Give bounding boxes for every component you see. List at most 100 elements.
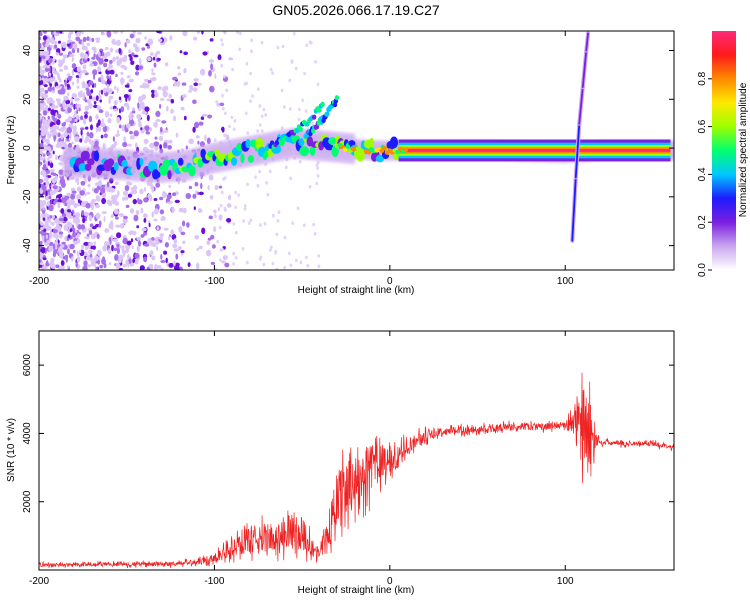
- noise-speckle: [193, 82, 199, 87]
- noise-speckle: [111, 38, 116, 45]
- noise-speckle: [159, 98, 165, 101]
- noise-speckle: [99, 99, 102, 103]
- spectrogram-y-tick-label: -40: [22, 238, 33, 253]
- spectrogram-x-tick-label: -100: [204, 276, 224, 287]
- noise-speckle: [154, 208, 159, 215]
- noise-speckle: [284, 165, 288, 170]
- noise-speckle: [109, 75, 112, 81]
- noise-speckle: [69, 228, 73, 233]
- noise-speckle: [48, 217, 52, 223]
- noise-speckle: [52, 228, 58, 234]
- noise-speckle: [131, 110, 136, 114]
- noise-speckle: [45, 190, 48, 197]
- noise-speckle: [136, 245, 140, 253]
- noise-speckle: [134, 252, 140, 259]
- noise-speckle: [112, 136, 115, 142]
- noise-speckle: [114, 86, 117, 90]
- noise-speckle: [43, 58, 47, 64]
- trace-blob: [375, 154, 385, 163]
- noise-speckle: [172, 76, 178, 81]
- noise-speckle: [62, 54, 68, 59]
- noise-speckle: [122, 217, 128, 224]
- noise-speckle: [62, 255, 69, 260]
- noise-speckle: [93, 47, 97, 54]
- noise-speckle: [155, 240, 160, 245]
- noise-speckle: [55, 236, 59, 243]
- noise-speckle: [50, 221, 55, 226]
- noise-speckle: [46, 220, 49, 224]
- noise-speckle: [76, 85, 80, 89]
- spectrogram-meteor-streak: [570, 31, 591, 243]
- noise-speckle: [214, 184, 219, 191]
- noise-speckle: [118, 267, 123, 270]
- noise-speckle: [100, 74, 104, 81]
- noise-speckle: [134, 71, 140, 76]
- noise-speckle: [245, 260, 249, 265]
- spectrogram-y-label: Frequency (Hz): [6, 116, 17, 185]
- noise-speckle: [57, 199, 63, 203]
- noise-speckle: [133, 130, 139, 137]
- noise-speckle: [198, 121, 204, 126]
- branch-blob: [285, 135, 290, 142]
- trace-blob: [167, 170, 172, 180]
- noise-speckle: [80, 90, 83, 94]
- noise-speckle: [123, 196, 127, 200]
- noise-speckle: [125, 247, 130, 254]
- noise-speckle: [175, 80, 181, 87]
- noise-speckle: [219, 102, 225, 107]
- strong-band: [398, 149, 671, 152]
- noise-speckle: [68, 222, 73, 228]
- noise-speckle: [168, 235, 171, 241]
- noise-speckle: [39, 148, 44, 152]
- noise-speckle: [58, 40, 61, 44]
- noise-speckle: [214, 267, 218, 270]
- noise-speckle: [306, 263, 310, 268]
- noise-speckle: [50, 109, 55, 116]
- noise-speckle: [72, 114, 75, 119]
- noise-speckle: [283, 105, 286, 109]
- noise-speckle: [94, 140, 99, 147]
- noise-speckle: [146, 45, 151, 49]
- noise-speckle: [316, 82, 320, 87]
- noise-speckle: [163, 227, 169, 231]
- noise-speckle: [151, 255, 156, 261]
- noise-speckle: [120, 106, 125, 113]
- noise-speckle: [86, 191, 91, 195]
- noise-speckle: [175, 253, 179, 260]
- noise-speckle: [151, 186, 154, 193]
- noise-speckle: [204, 134, 207, 142]
- noise-speckle: [271, 261, 275, 266]
- noise-speckle: [123, 136, 127, 142]
- noise-speckle: [299, 260, 303, 265]
- noise-speckle: [192, 87, 198, 92]
- noise-speckle: [113, 108, 118, 112]
- noise-speckle: [200, 68, 206, 76]
- trace-blob: [366, 150, 372, 155]
- noise-speckle: [75, 115, 80, 119]
- noise-speckle: [218, 225, 222, 230]
- noise-speckle: [71, 93, 78, 99]
- noise-speckle: [47, 151, 51, 156]
- noise-speckle: [42, 31, 48, 34]
- noise-speckle: [167, 145, 172, 150]
- noise-speckle: [274, 249, 278, 254]
- noise-speckle: [58, 162, 63, 166]
- noise-speckle: [84, 105, 90, 111]
- noise-speckle: [157, 265, 162, 269]
- noise-speckle: [172, 243, 178, 249]
- noise-speckle: [109, 113, 113, 118]
- noise-speckle: [94, 264, 97, 268]
- trace-blob: [298, 138, 305, 147]
- noise-speckle: [280, 88, 284, 93]
- noise-speckle: [133, 214, 139, 222]
- noise-speckle: [67, 265, 70, 269]
- spectrogram-y-tick-label: -20: [22, 189, 33, 204]
- noise-speckle: [90, 245, 94, 250]
- noise-speckle: [70, 199, 75, 206]
- noise-speckle: [93, 53, 96, 58]
- noise-speckle: [93, 188, 99, 194]
- noise-speckle: [71, 69, 74, 76]
- noise-speckle: [166, 105, 169, 112]
- noise-speckle: [149, 142, 155, 149]
